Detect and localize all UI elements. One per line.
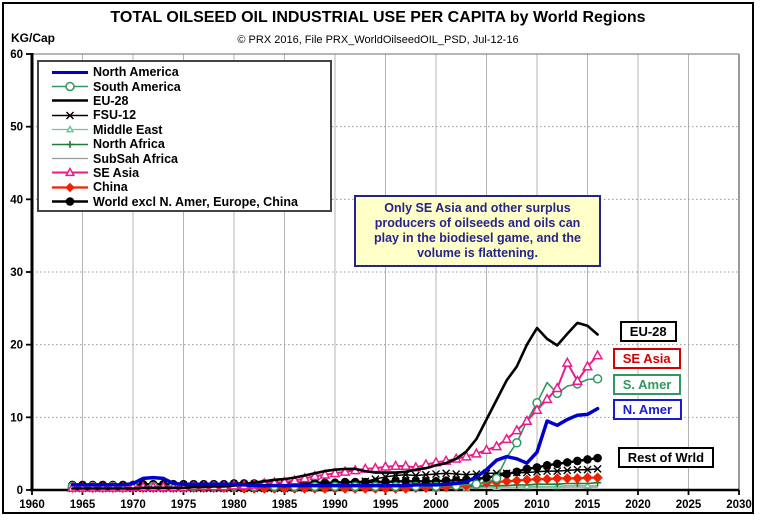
svg-text:50: 50 [10, 122, 23, 134]
svg-text:0: 0 [17, 485, 23, 497]
svg-text:2005: 2005 [474, 499, 500, 511]
chart-subtitle: © PRX 2016, File PRX_WorldOilseedOIL_PSD… [237, 34, 519, 46]
legend-item-subsah-africa: SubSah Africa [49, 151, 330, 166]
legend-marker-circle-open-icon [52, 81, 88, 92]
legend-item-eu-28: EU-28 [49, 94, 330, 108]
end-label-rest-of-wrld: Rest of Wrld [617, 447, 715, 469]
legend-label: World excl N. Amer, Europe, China [93, 194, 298, 209]
svg-text:2000: 2000 [423, 499, 449, 511]
series-north-america [70, 406, 600, 488]
annotation-box: Only SE Asia and other surplus producers… [354, 195, 601, 267]
legend-marker-triangle-open-icon [52, 167, 88, 177]
legend-item-south-america: South America [49, 79, 330, 94]
legend-item-se-asia: SE Asia [49, 166, 330, 180]
legend-item-middle-east: Middle East [49, 123, 330, 137]
series-eu-28 [71, 321, 599, 490]
svg-text:1960: 1960 [19, 499, 45, 511]
svg-text:2025: 2025 [676, 499, 702, 511]
legend-marker-x-icon [52, 111, 88, 120]
legend-label: South America [93, 79, 181, 94]
legend-marker-circle-icon [52, 197, 88, 207]
legend-label: SubSah Africa [93, 151, 178, 166]
svg-text:1995: 1995 [373, 499, 399, 511]
end-label-n-amer: N. Amer [612, 398, 683, 420]
svg-text:1990: 1990 [322, 499, 348, 511]
svg-text:60: 60 [10, 49, 23, 61]
svg-text:2015: 2015 [575, 499, 601, 511]
chart-frame: TOTAL OILSEED OIL INDUSTRIAL USE PER CAP… [2, 2, 754, 514]
legend-marker-diamond-icon [52, 182, 88, 193]
legend-label: North America [93, 65, 179, 80]
annotation-text: Only SE Asia and other surplus producers… [374, 201, 581, 260]
svg-text:40: 40 [10, 194, 23, 206]
end-label-se-asia: SE Asia [612, 347, 681, 369]
plot-area: 1960 1965 1970 1975 1980 1985 1990 1995 2000 2005… [10, 49, 752, 511]
legend-item-north-america: North America [49, 65, 330, 79]
legend-item-china: China [49, 180, 330, 194]
svg-text:1980: 1980 [221, 499, 247, 511]
y-axis-unit-label: KG/Cap [11, 31, 56, 45]
svg-text:1975: 1975 [171, 499, 197, 511]
legend-label: China [93, 180, 128, 195]
legend-label: FSU-12 [93, 108, 137, 123]
legend-label: EU-28 [93, 93, 129, 108]
page-title: TOTAL OILSEED OIL INDUSTRIAL USE PER CAP… [110, 9, 646, 26]
svg-text:20: 20 [10, 340, 23, 352]
legend-marker-line-icon [52, 70, 88, 74]
legend-label: SE Asia [93, 165, 140, 180]
end-label-eu-28: EU-28 [619, 321, 677, 343]
legend-item-fsu-12: FSU-12 [49, 108, 330, 122]
svg-text:1970: 1970 [120, 499, 146, 511]
legend-label: North Africa [93, 137, 165, 152]
legend-box: North America South America EU-28 FSU-12 Mid… [37, 60, 332, 212]
legend-item-north-africa: North Africa [49, 137, 330, 151]
svg-text:1985: 1985 [272, 499, 298, 511]
svg-text:30: 30 [10, 267, 23, 279]
svg-text:2030: 2030 [726, 499, 752, 511]
legend-marker-line-icon [52, 157, 88, 160]
legend-marker-line-icon [52, 99, 88, 103]
svg-text:1965: 1965 [70, 499, 96, 511]
legend-label: Middle East [93, 122, 163, 137]
legend-marker-triangle-open-icon [52, 125, 88, 133]
svg-text:2020: 2020 [625, 499, 651, 511]
legend-marker-plus-icon [52, 140, 88, 148]
legend-item-world-excl-n-amer-europe-china: World excl N. Amer, Europe, China [49, 195, 330, 209]
svg-text:2010: 2010 [524, 499, 550, 511]
svg-text:10: 10 [10, 412, 23, 424]
end-label-s-amer: S. Amer [612, 374, 682, 396]
